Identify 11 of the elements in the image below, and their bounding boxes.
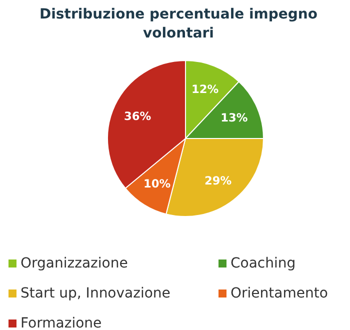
data-label: 10% <box>144 176 171 190</box>
data-label: 13% <box>220 110 248 124</box>
legend-label: Orientamento <box>230 286 328 302</box>
chart-title: Distribuzione percentuale impegno volontari <box>40 6 318 42</box>
data-label: 12% <box>191 82 219 96</box>
legend-label: Organizzazione <box>20 256 128 272</box>
data-label: 29% <box>204 173 232 188</box>
legend-label: Start up, Innovazione <box>20 286 170 302</box>
legend-label: Coaching <box>230 256 296 272</box>
legend-label: Formazione <box>20 316 102 330</box>
data-label: 36% <box>124 108 152 123</box>
